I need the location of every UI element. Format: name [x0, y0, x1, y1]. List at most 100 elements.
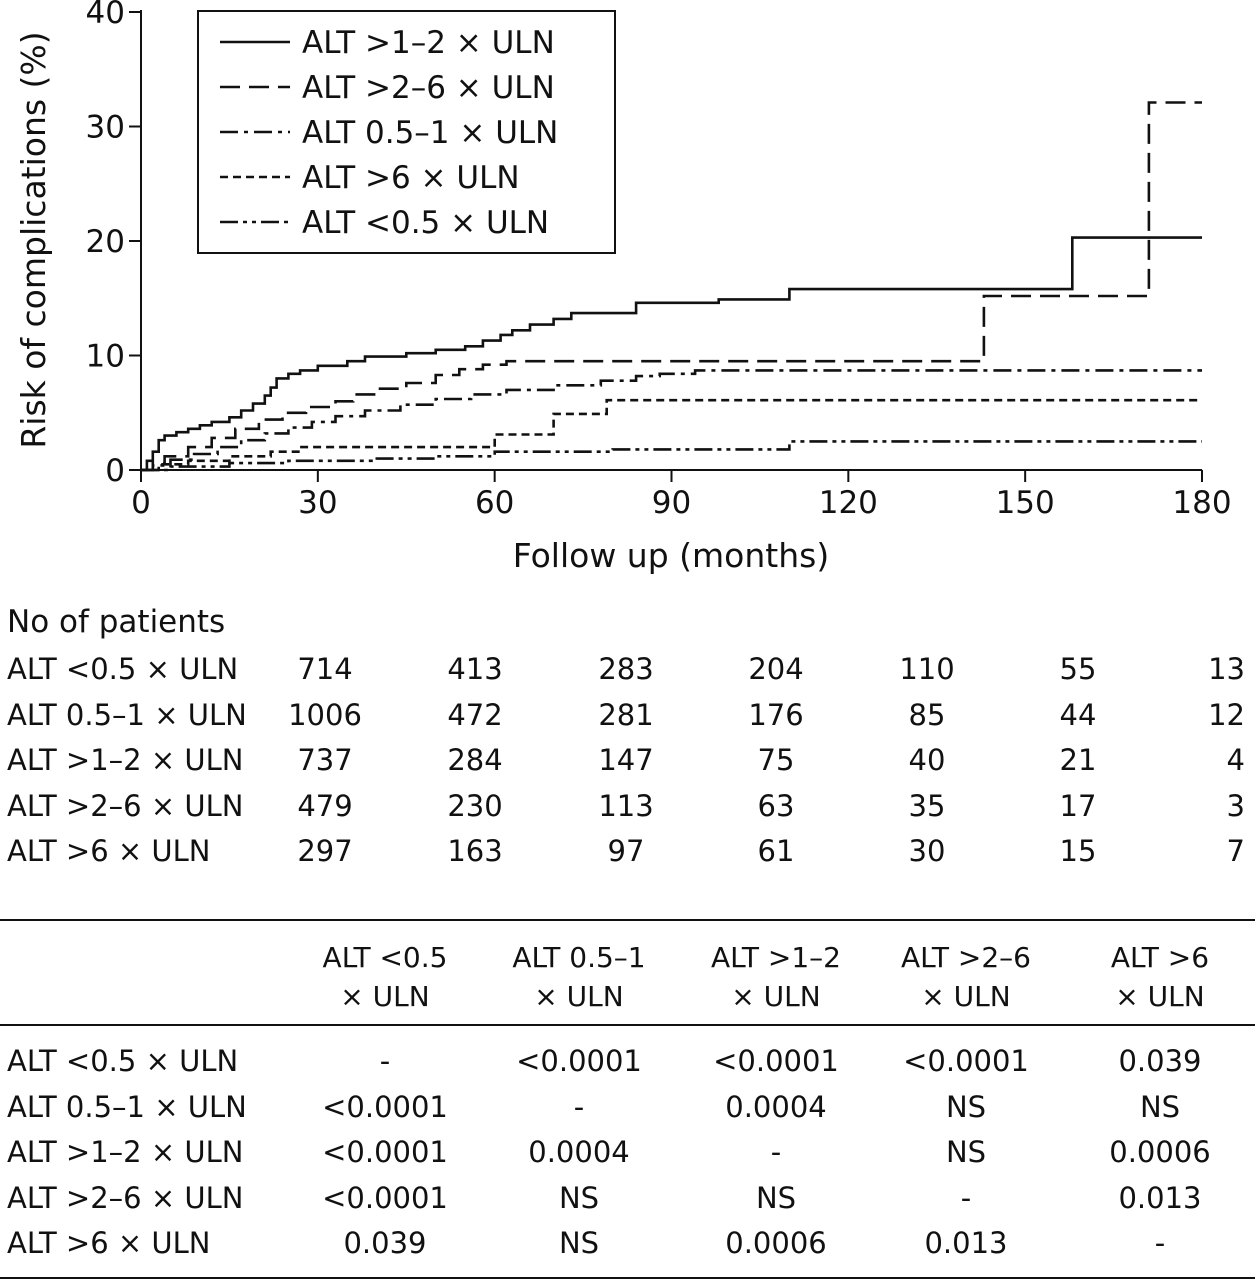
patients-count-cell: 4: [1226, 743, 1245, 777]
pvalue-cell: <0.0001: [322, 1135, 448, 1169]
pvalue-cell: <0.0001: [322, 1089, 448, 1124]
patients-count-cell: 44: [1059, 697, 1097, 732]
x-tick-label: 0: [131, 485, 151, 521]
legend: ALT >1–2 × ULN ALT >2–6 × ULN ALT 0.5–1 × …: [197, 10, 616, 254]
pvalue-cell: NS: [558, 1180, 600, 1215]
patients-count-cell: 12: [1208, 697, 1245, 732]
pvalue-row-label: ALT >2–6 × ULN: [7, 1180, 244, 1215]
patients-count-cell: 30: [908, 834, 946, 868]
y-axis-label: Risk of complications (%): [14, 31, 53, 448]
pvalue-cell: NS: [1139, 1089, 1181, 1124]
patients-count-cell: 1006: [288, 697, 362, 732]
patients-count-cell: 113: [598, 788, 654, 823]
pvalue-column-header: ALT 0.5–1 × ULN: [512, 941, 646, 1013]
pvalue-cell: <0.0001: [322, 1180, 448, 1215]
axes-layer: 0 10 20 30 40 0 30 60 90 120 150 180: [86, 0, 1232, 521]
pvalue-column-header: ALT >6 × ULN: [1110, 941, 1210, 1013]
legend-label: ALT >2–6 × ULN: [302, 70, 555, 106]
pvalue-row-label: ALT >6 × ULN: [7, 1226, 211, 1260]
pvalue-cell: -: [960, 1180, 972, 1215]
pvalue-row: ALT >1–2 × ULN <0.0001 0.0004 - NS 0.0006: [0, 1132, 1255, 1172]
patients-count-cell: 63: [757, 788, 795, 823]
table-bottom-rule: [0, 1277, 1255, 1279]
patients-count-cell: 13: [1208, 652, 1245, 686]
pvalue-cell: 0.013: [1118, 1180, 1202, 1215]
patients-count-cell: 479: [297, 788, 353, 823]
patients-count-cell: 176: [748, 697, 804, 732]
pvalue-column-header: ALT <0.5 × ULN: [322, 941, 448, 1013]
y-tick-label: 40: [86, 0, 125, 31]
series-line: [141, 101, 1202, 472]
pvalue-cell: 0.0004: [528, 1135, 630, 1169]
table-top-rule: [0, 919, 1255, 921]
patients-count-cell: 737: [297, 743, 353, 777]
table-header-rule: [0, 1024, 1255, 1026]
pvalue-cell: <0.0001: [903, 1044, 1029, 1078]
patients-at-risk-title: No of patients: [7, 604, 226, 640]
legend-label: ALT <0.5 × ULN: [302, 205, 549, 241]
x-axis-label: Follow up (months): [513, 536, 829, 575]
pvalue-cell: <0.0001: [516, 1044, 642, 1078]
patients-count-cell: 714: [297, 652, 353, 686]
patients-count-cell: 163: [447, 834, 503, 868]
patients-row-label: ALT >6 × ULN: [7, 834, 211, 868]
pvalue-column-header: ALT >2–6 × ULN: [901, 941, 1031, 1013]
series-line: [141, 398, 1202, 472]
series-line: [141, 236, 1202, 472]
series-line: [141, 369, 1202, 472]
pvalue-row: ALT 0.5–1 × ULN <0.0001 - 0.0004 NS NS: [0, 1087, 1255, 1127]
y-tick-label: 20: [86, 224, 125, 260]
patients-count-cell: 283: [598, 652, 654, 686]
patients-row: ALT >6 × ULN 297 163 97 61 30 15 7: [0, 831, 1255, 871]
y-tick-label: 30: [86, 110, 125, 146]
pvalue-row-label: ALT <0.5 × ULN: [7, 1044, 239, 1078]
pvalue-cell: -: [770, 1135, 782, 1169]
pvalue-cell: NS: [945, 1089, 987, 1124]
pvalue-cell: -: [379, 1044, 391, 1078]
x-tick-label: 60: [475, 485, 514, 521]
patients-count-cell: 110: [899, 652, 955, 686]
pvalue-cell: 0.013: [924, 1226, 1008, 1260]
x-tick-label: 150: [996, 485, 1055, 521]
patients-count-cell: 35: [908, 788, 946, 823]
series-line: [141, 440, 1202, 472]
patients-count-cell: 15: [1059, 834, 1097, 868]
patients-count-cell: 413: [447, 652, 503, 686]
patients-count-cell: 21: [1059, 743, 1097, 777]
patients-count-cell: 55: [1059, 652, 1097, 686]
patients-count-cell: 3: [1226, 788, 1245, 823]
patients-row-label: ALT 0.5–1 × ULN: [7, 697, 247, 732]
patients-row: ALT >1–2 × ULN 737 284 147 75 40 21 4: [0, 740, 1255, 780]
patients-count-cell: 97: [607, 834, 645, 868]
pvalue-cell: NS: [558, 1226, 600, 1260]
series-layer: [141, 101, 1202, 472]
patients-row-label: ALT >2–6 × ULN: [7, 788, 244, 823]
pvalue-row: ALT >6 × ULN 0.039 NS 0.0006 0.013 -: [0, 1223, 1255, 1263]
pvalue-column-header: ALT >1–2 × ULN: [711, 941, 841, 1013]
patients-count-cell: 7: [1226, 834, 1245, 868]
pvalue-row: ALT >2–6 × ULN <0.0001 NS NS - 0.013: [0, 1178, 1255, 1218]
pvalue-cell: 0.039: [1118, 1044, 1202, 1078]
pvalue-cell: 0.039: [343, 1226, 427, 1260]
y-tick-label: 10: [86, 339, 125, 375]
pvalue-cell: 0.0006: [725, 1226, 827, 1260]
patients-count-cell: 17: [1059, 788, 1097, 823]
pvalue-cell: -: [573, 1089, 585, 1124]
patients-row: ALT >2–6 × ULN 479 230 113 63 35 17 3: [0, 786, 1255, 826]
patients-count-cell: 61: [757, 834, 795, 868]
pvalue-row: ALT <0.5 × ULN - <0.0001 <0.0001 <0.0001 0.03…: [0, 1041, 1255, 1081]
patients-count-cell: 281: [598, 697, 654, 732]
x-tick-label: 180: [1172, 485, 1231, 521]
x-tick-label: 90: [652, 485, 691, 521]
patients-count-cell: 75: [757, 743, 795, 777]
km-chart: 0 10 20 30 40 0 30 60 90 120 150 180 ALT >1–2 × ULN…: [14, 0, 1232, 575]
patients-count-cell: 297: [297, 834, 353, 868]
x-tick-label: 30: [298, 485, 337, 521]
patients-count-cell: 40: [908, 743, 946, 777]
patients-count-cell: 230: [447, 788, 503, 823]
patients-row-label: ALT >1–2 × ULN: [7, 743, 244, 777]
patients-row-label: ALT <0.5 × ULN: [7, 652, 239, 686]
pvalue-cell: -: [1154, 1226, 1166, 1260]
pvalue-row-label: ALT >1–2 × ULN: [7, 1135, 244, 1169]
pvalue-cell: 0.0006: [1109, 1135, 1211, 1169]
